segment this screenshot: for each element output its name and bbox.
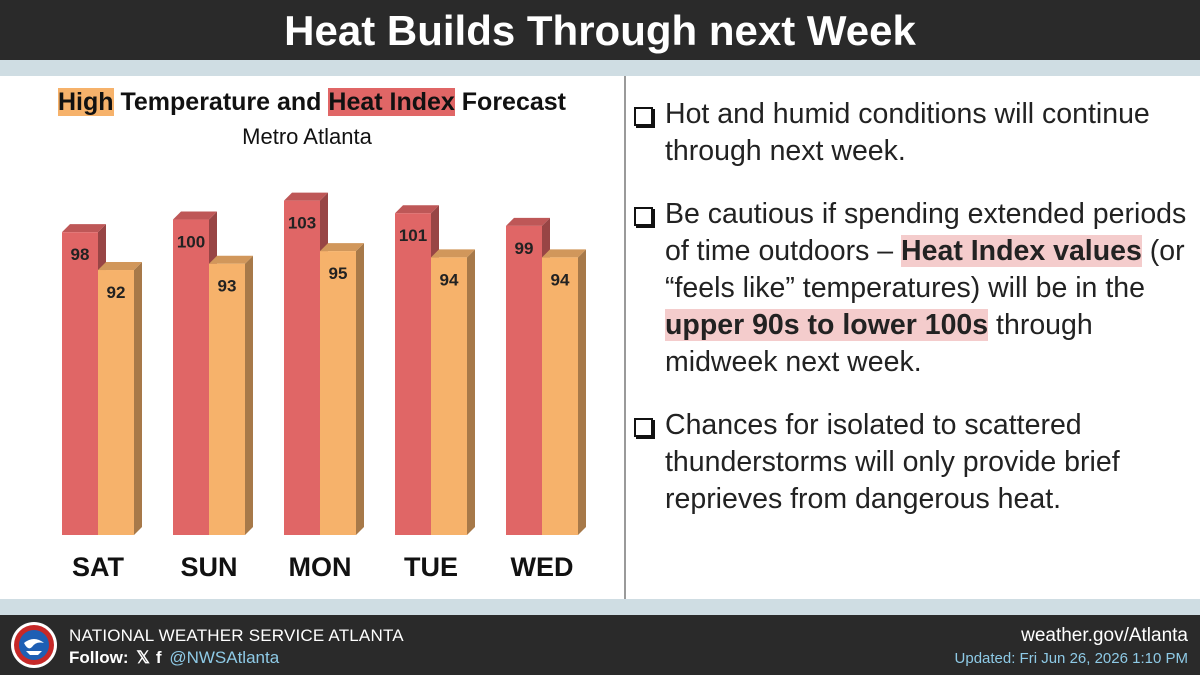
bar [506, 225, 542, 535]
bar-top [209, 255, 253, 264]
bar [62, 232, 98, 535]
chart-title-high: High [57, 88, 114, 116]
top-divider-strip [0, 60, 1200, 76]
footer-updated: Updated: Fri Jun 26, 2026 1:10 PM [954, 650, 1188, 667]
social-handle[interactable]: @NWSAtlanta [169, 648, 280, 667]
data-label: 93 [218, 277, 237, 296]
chart-subtitle: Metro Atlanta [242, 124, 372, 149]
bullet-list: Hot and humid conditions will continue t… [632, 96, 1192, 544]
bar-side [467, 249, 475, 535]
bar-side [356, 243, 364, 535]
bar-top [506, 217, 550, 226]
data-label: 99 [515, 239, 534, 258]
bar-top [62, 224, 106, 233]
bar [98, 270, 134, 535]
bullet-item: Chances for isolated to scattered thunde… [632, 407, 1192, 518]
bar-top [173, 211, 217, 220]
bar-side [578, 249, 586, 535]
bullet-text: Be cautious if spending extended periods… [665, 196, 1192, 381]
highlighted-text: upper 90s to lower 100s [665, 309, 989, 341]
data-label: 101 [399, 226, 427, 245]
footer-org: NATIONAL WEATHER SERVICE ATLANTA [69, 626, 404, 645]
x-icon[interactable]: 𝕏 [136, 648, 150, 667]
bar [320, 251, 356, 535]
panel-divider [624, 76, 626, 599]
follow-label: Follow: [69, 648, 129, 667]
nws-logo-icon [11, 622, 57, 668]
chart-title-mid: Temperature and [113, 88, 329, 116]
bar [173, 219, 209, 535]
bar [284, 200, 320, 536]
bullet-text-part: (or “feels like” temperatures) will be i… [665, 235, 1185, 304]
checkbox-icon [634, 207, 653, 226]
bullet-text-part: Chances for isolated to scattered thunde… [665, 409, 1120, 515]
chart-title-end: Forecast [454, 88, 567, 116]
bullet-item: Hot and humid conditions will continue t… [632, 96, 1192, 170]
x-tick-label: SUN [180, 552, 237, 582]
bar [431, 257, 467, 535]
x-tick-label: MON [289, 552, 352, 582]
checkbox-icon [634, 107, 653, 126]
data-label: 103 [288, 214, 316, 233]
data-label: 95 [329, 264, 348, 283]
chart-title-heat-index: Heat Index [328, 88, 455, 116]
x-tick-label: SAT [72, 552, 125, 582]
footer: NATIONAL WEATHER SERVICE ATLANTA Follow:… [0, 615, 1200, 675]
bar-top [284, 192, 328, 201]
x-tick-label: WED [511, 552, 574, 582]
data-label: 92 [107, 283, 126, 302]
data-label: 94 [440, 270, 459, 289]
bullet-text-part: through midweek next week. [665, 309, 1093, 378]
footer-website[interactable]: weather.gov/Atlanta [1021, 625, 1188, 646]
bottom-divider-strip [0, 599, 1200, 615]
data-label: 98 [71, 245, 90, 264]
data-label: 94 [551, 270, 570, 289]
bar-top [320, 243, 364, 252]
bar [542, 257, 578, 535]
x-tick-label: TUE [404, 552, 458, 582]
bar-side [134, 262, 142, 535]
highlighted-text: Heat Index values [901, 235, 1142, 267]
chart-title: High Temperature and Heat Index Forecast [0, 88, 624, 117]
facebook-icon[interactable]: f [155, 648, 162, 667]
bar-top [395, 205, 439, 214]
data-label: 100 [177, 233, 205, 252]
bar-top [431, 249, 475, 258]
bar [209, 263, 245, 535]
page-title: Heat Builds Through next Week [0, 0, 1200, 60]
bar-top [542, 249, 586, 258]
bullet-text: Chances for isolated to scattered thunde… [665, 407, 1192, 518]
bullet-item: Be cautious if spending extended periods… [632, 196, 1192, 381]
bar [395, 213, 431, 535]
bullet-text-part: Be cautious if spending extended periods… [665, 198, 1187, 267]
checkbox-icon [634, 418, 653, 437]
bar-side [245, 255, 253, 535]
bullet-text: Hot and humid conditions will continue t… [665, 96, 1192, 170]
bar-chart: 98 92 SAT 100 93 SUN 103 95 MON 101 94 TUE 99 94 WED [62, 192, 586, 582]
bar-top [98, 262, 142, 271]
bullet-text-part: Hot and humid conditions will continue t… [665, 98, 1150, 167]
